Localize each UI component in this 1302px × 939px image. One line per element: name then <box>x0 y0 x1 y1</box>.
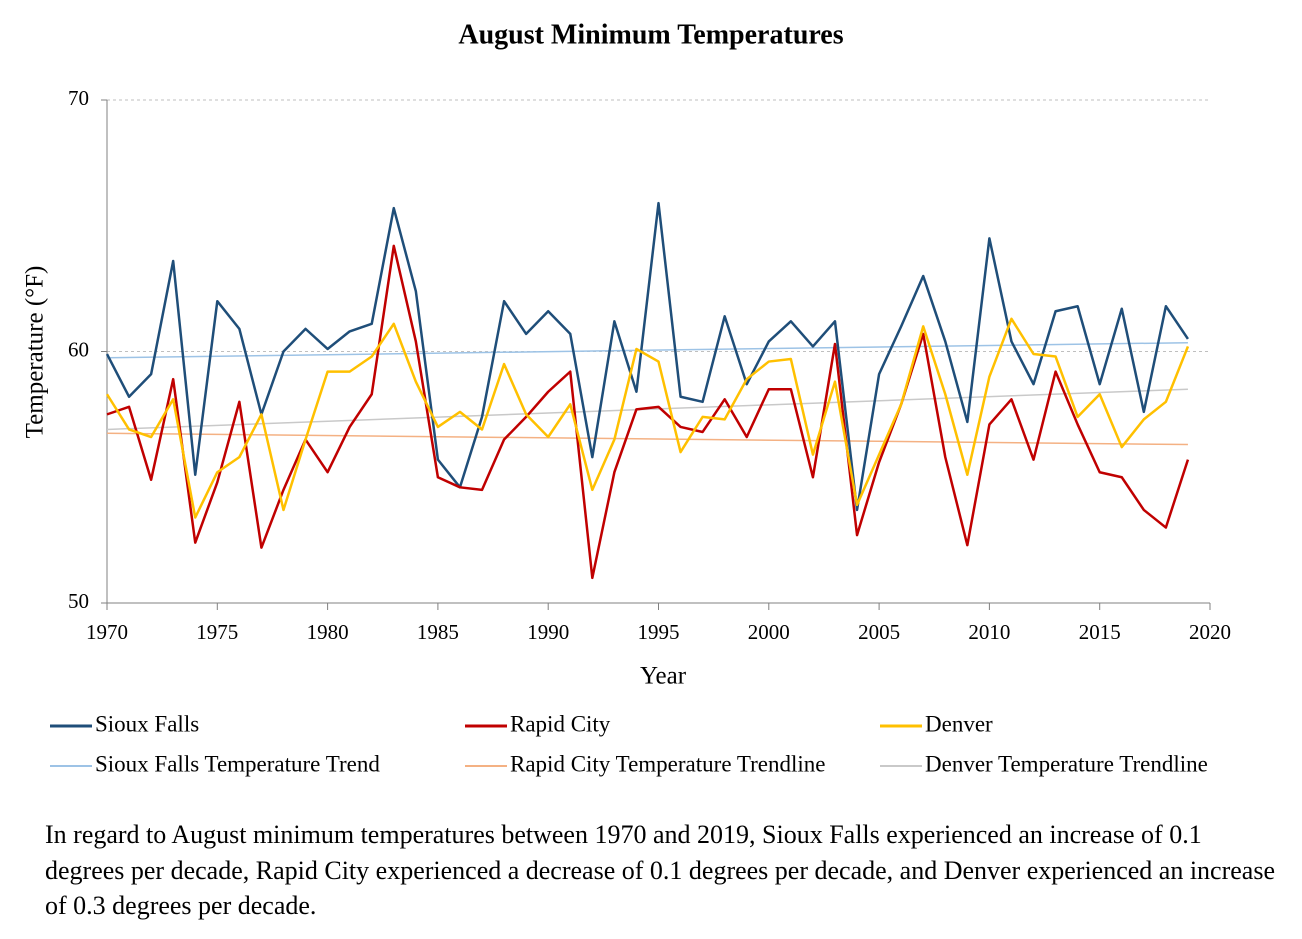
legend-label: Rapid City <box>510 711 611 736</box>
x-tick-label: 1975 <box>196 620 238 644</box>
x-tick-label: 2005 <box>858 620 900 644</box>
legend-label: Sioux Falls Temperature Trend <box>95 751 380 776</box>
y-tick-label: 70 <box>68 86 89 110</box>
caption: In regard to August minimum temperatures… <box>45 820 1275 920</box>
legend-label: Denver Temperature Trendline <box>925 751 1208 776</box>
x-axis-label: Year <box>640 663 687 690</box>
chart-title: August Minimum Temperatures <box>458 19 843 50</box>
series-line <box>106 341 1188 359</box>
series-line <box>105 317 1190 519</box>
series-line <box>106 244 1190 580</box>
x-tick-label: 1985 <box>417 620 459 644</box>
x-tick-label: 1990 <box>527 620 569 644</box>
x-tick-label: 2020 <box>1189 620 1231 644</box>
series-line <box>105 201 1189 512</box>
chart: August Minimum Temperatures Temperature … <box>22 19 1231 776</box>
y-tick-label: 50 <box>68 589 89 613</box>
legend-label: Sioux Falls <box>95 711 199 736</box>
x-tick-label: 2000 <box>748 620 790 644</box>
x-tick-label: 2010 <box>968 620 1010 644</box>
x-tick-label: 1980 <box>307 620 349 644</box>
y-tick-label: 60 <box>68 337 89 361</box>
x-tick-label: 1995 <box>638 620 680 644</box>
x-tick-label: 2015 <box>1079 620 1121 644</box>
legend-label: Rapid City Temperature Trendline <box>510 751 825 776</box>
x-tick-label: 1970 <box>86 620 128 644</box>
y-axis-label: Temperature (°F) <box>22 266 49 439</box>
legend-label: Denver <box>925 711 993 736</box>
series-line <box>106 432 1188 446</box>
